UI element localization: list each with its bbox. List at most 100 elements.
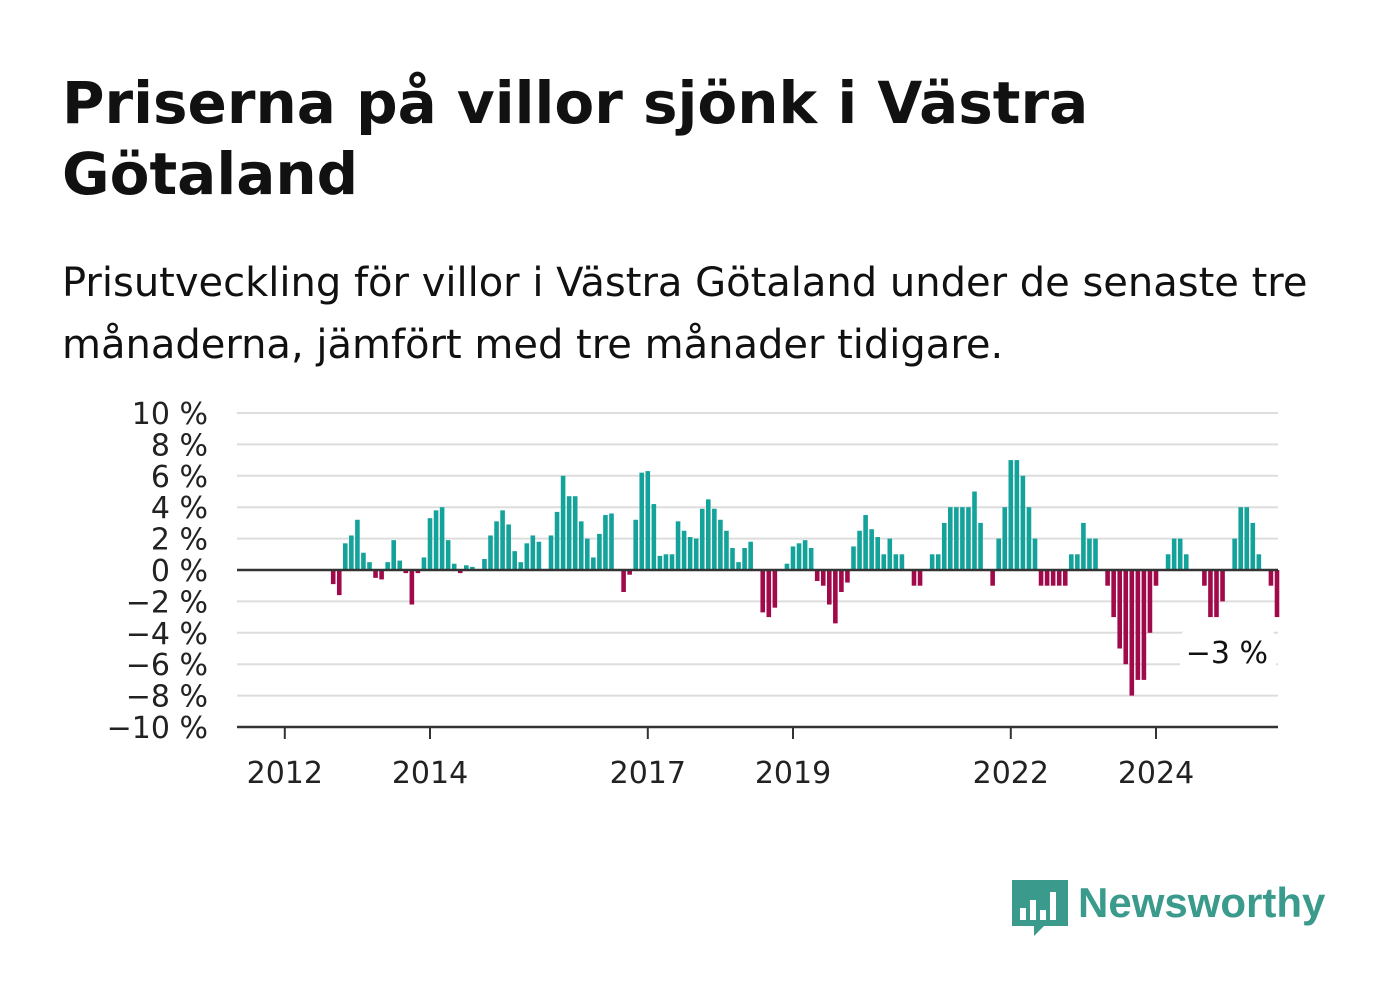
bar <box>802 540 808 570</box>
bar <box>839 570 844 592</box>
bar <box>373 570 378 578</box>
bar <box>1177 538 1183 570</box>
bar <box>845 570 850 583</box>
bar <box>585 538 590 570</box>
bar <box>361 552 366 570</box>
bar <box>1171 538 1177 570</box>
bar <box>1008 460 1014 570</box>
bar <box>911 570 917 586</box>
bar <box>488 535 493 570</box>
bar <box>712 508 717 570</box>
bar <box>1081 522 1086 570</box>
bar <box>379 570 384 580</box>
bar <box>1093 538 1098 570</box>
bar <box>996 538 1001 570</box>
bar <box>1075 554 1080 570</box>
bar <box>639 472 645 570</box>
bar <box>1135 570 1141 680</box>
bar <box>633 519 638 570</box>
bar <box>796 543 802 570</box>
bar <box>518 562 524 570</box>
bar <box>820 570 826 586</box>
bar <box>663 554 669 570</box>
bar <box>917 570 923 586</box>
bar <box>875 537 880 570</box>
bar <box>748 541 753 570</box>
bar <box>960 507 965 570</box>
bar <box>1020 475 1026 570</box>
bar <box>603 515 608 570</box>
bar <box>1032 538 1038 570</box>
bar <box>451 563 457 570</box>
bar <box>990 570 995 586</box>
bar <box>1256 554 1262 570</box>
bar <box>935 554 941 570</box>
bar <box>409 570 415 605</box>
bar <box>343 543 348 570</box>
bar <box>512 551 517 570</box>
bar <box>349 535 354 570</box>
chart-title: Priserna på villor sjönk i Västra Götala… <box>62 69 1089 208</box>
y-tick-label: 0 % <box>151 554 208 589</box>
bar <box>954 507 959 570</box>
bar <box>1153 570 1159 586</box>
bar <box>978 522 983 570</box>
bar <box>760 570 766 613</box>
bar <box>827 570 832 605</box>
bar <box>1202 570 1207 586</box>
bar <box>627 570 632 575</box>
bar-chart: 10 %8 %6 %4 %2 %0 %−2 %−4 %−6 %−8 %−10 %… <box>107 397 1280 791</box>
bar <box>941 522 947 570</box>
y-tick-label: 6 % <box>151 460 208 495</box>
bar <box>929 554 935 570</box>
bar <box>1268 570 1274 586</box>
bar <box>948 507 953 570</box>
bar <box>1183 554 1189 570</box>
bar <box>482 559 487 570</box>
bar <box>500 510 505 570</box>
bar <box>681 530 687 570</box>
bar <box>1014 460 1020 570</box>
bar <box>1141 570 1147 680</box>
bar <box>1117 570 1122 649</box>
bar <box>445 540 451 570</box>
bar <box>391 540 396 570</box>
y-tick-label: −10 % <box>107 711 208 746</box>
bar <box>397 560 403 570</box>
bar <box>790 546 796 570</box>
bar <box>863 515 868 570</box>
bar <box>494 521 499 570</box>
y-tick-label: 2 % <box>151 523 208 558</box>
bar <box>330 570 336 585</box>
y-axis-labels: 10 %8 %6 %4 %2 %0 %−2 %−4 %−6 %−8 %−10 % <box>107 397 208 746</box>
bar <box>699 508 705 570</box>
bar <box>385 562 390 570</box>
bar <box>869 529 874 570</box>
annotation-background <box>1180 629 1276 676</box>
bar <box>1232 538 1237 570</box>
bar <box>742 548 747 570</box>
bar <box>597 533 602 570</box>
chart-subtitle: Prisutveckling för villor i Västra Götal… <box>62 260 1308 368</box>
bar <box>421 557 427 570</box>
bar <box>966 507 971 570</box>
bar-chart-speech-bubble-icon <box>1012 880 1068 936</box>
x-tick-label: 2024 <box>1118 756 1194 791</box>
bar <box>687 537 693 570</box>
brand-name: Newsworthy <box>1078 879 1326 926</box>
bar <box>887 538 893 570</box>
bar <box>621 570 626 592</box>
bar <box>833 570 838 624</box>
bar <box>899 554 905 570</box>
x-tick-label: 2022 <box>973 756 1049 791</box>
bar <box>1002 507 1008 570</box>
bar <box>548 535 554 570</box>
bar <box>403 570 409 574</box>
last-value-label: −3 % <box>1186 636 1268 671</box>
bar <box>1165 554 1171 570</box>
bar <box>1069 554 1074 570</box>
bar <box>1244 507 1250 570</box>
bar <box>560 475 566 570</box>
bar <box>693 538 699 570</box>
bar <box>336 570 342 596</box>
